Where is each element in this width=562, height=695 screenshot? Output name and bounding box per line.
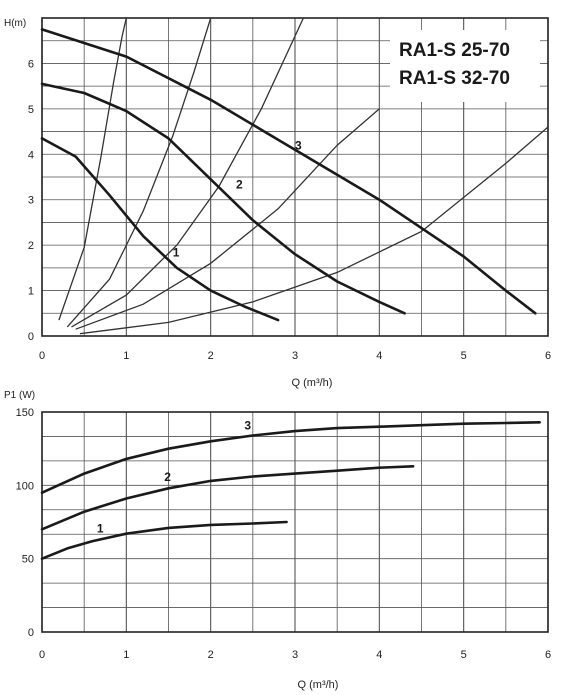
series-label-2: 2 [236, 177, 243, 191]
x-tick-label: 3 [292, 350, 298, 362]
model-name: RA1-S 25-70 [399, 40, 510, 61]
series-line-2 [40, 82, 406, 315]
model-name: RA1-S 32-70 [399, 68, 510, 89]
y-axis-label: H(m) [4, 18, 26, 29]
x-tick-label: 1 [123, 350, 129, 362]
x-tick-label: 0 [39, 350, 45, 362]
x-tick-label: 4 [376, 649, 382, 661]
series-label-3: 3 [295, 139, 302, 153]
x-tick-label: 0 [39, 649, 45, 661]
head-chart: 1 2 3 0 1 2 3 4 5 6 0 1 2 3 4 5 6 Q (m³/h) H(m) RA1-S 25-70… [4, 17, 551, 389]
series-line-2 [40, 465, 415, 531]
y-tick-label: 0 [28, 331, 34, 343]
series-label-1: 1 [173, 246, 180, 260]
power-chart: 1 2 3 0 1 2 3 4 5 6 0 50 100 150 Q (m³/h) P1 (W) [4, 390, 551, 691]
series-label-1: 1 [97, 521, 104, 535]
system-curve-4 [75, 108, 380, 330]
y-tick-label: 5 [28, 104, 34, 116]
x-axis-label: Q (m³/h) [292, 377, 333, 389]
y-tick-label: 150 [16, 407, 34, 419]
system-curve-3 [71, 17, 304, 328]
y-tick-label: 100 [16, 480, 34, 492]
x-tick-label: 5 [461, 649, 467, 661]
y-tick-label: 1 [28, 286, 34, 298]
x-tick-label: 1 [123, 649, 129, 661]
y-axis-label: P1 (W) [4, 390, 35, 401]
y-tick-label: 3 [28, 195, 34, 207]
series-label-3: 3 [244, 419, 251, 433]
y-tick-label: 50 [22, 554, 34, 566]
x-tick-label: 2 [208, 350, 214, 362]
series-label-2: 2 [164, 470, 171, 484]
plot-frame [41, 411, 549, 633]
series-line-1 [40, 520, 288, 560]
y-tick-label: 4 [28, 149, 34, 161]
x-tick-label: 2 [208, 649, 214, 661]
y-tick-label: 0 [28, 627, 34, 639]
x-tick-label: 5 [461, 350, 467, 362]
plot-frame [41, 17, 549, 337]
model-box [390, 30, 540, 102]
series-line-1 [40, 137, 280, 322]
series-line-3 [40, 28, 537, 315]
system-curve-1 [58, 17, 127, 321]
x-axis-label: Q (m³/h) [298, 679, 339, 691]
series-line-3 [40, 421, 541, 494]
x-tick-label: 3 [292, 649, 298, 661]
system-curve-5 [79, 126, 549, 335]
x-tick-label: 6 [545, 649, 551, 661]
y-tick-label: 2 [28, 240, 34, 252]
x-tick-label: 4 [376, 350, 382, 362]
y-tick-label: 6 [28, 58, 34, 70]
x-tick-label: 6 [545, 350, 551, 362]
system-curve-2 [66, 17, 212, 328]
